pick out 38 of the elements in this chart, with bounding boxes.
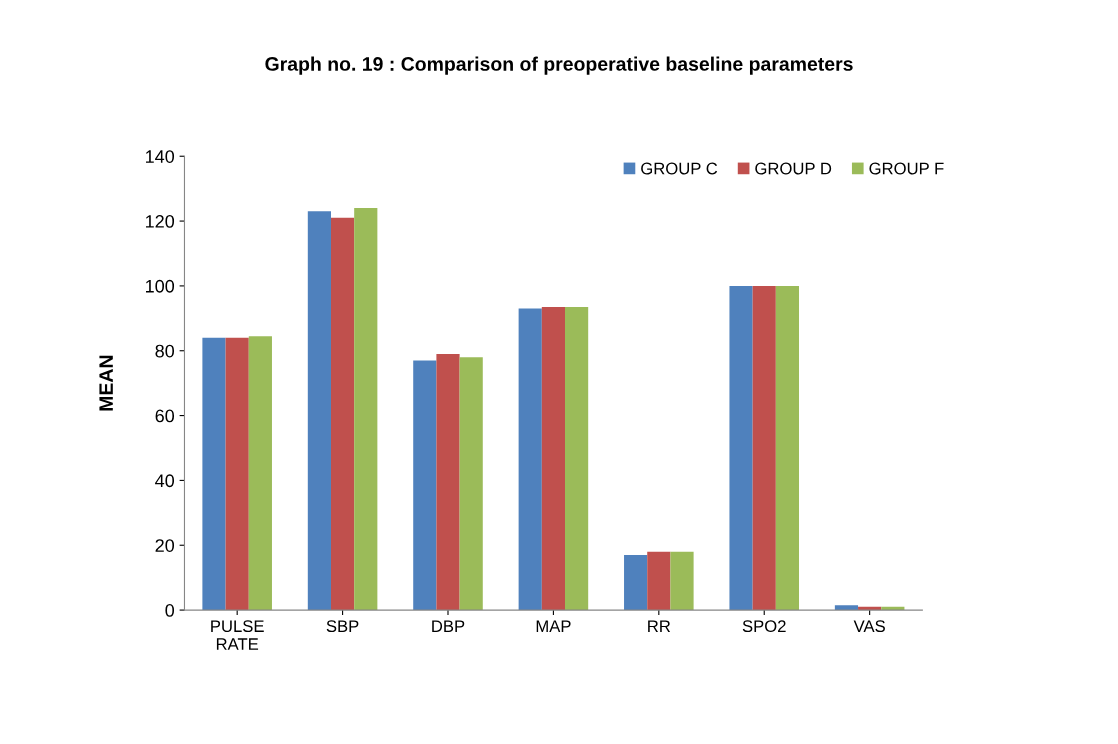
bar (248, 336, 272, 611)
legend-label: GROUP D (755, 162, 832, 175)
x-tick-label: PULSE RATE (211, 620, 264, 650)
bar (307, 211, 331, 611)
y-tick-label: 0 (165, 604, 175, 617)
y-tick-label: 120 (146, 215, 175, 228)
y-tick-label: 80 (155, 344, 175, 358)
y-tick-label: 20 (155, 539, 175, 552)
y-axis-title: MEAN (99, 355, 113, 411)
x-tick-label: MAP (536, 620, 571, 632)
chart-title: Graph no. 19 : Comparison of preoperative baseline parameters (265, 56, 853, 75)
legend-label: GROUP C (641, 162, 718, 175)
bar (752, 285, 776, 611)
bar (330, 217, 355, 611)
y-tick-label: 100 (146, 279, 175, 293)
x-tick-label: DBP (432, 620, 465, 632)
bar (354, 208, 378, 611)
bar (729, 285, 753, 611)
y-tick-label: 40 (155, 474, 175, 488)
bar (775, 285, 800, 611)
x-tick-label: SPO2 (742, 620, 786, 633)
bar (202, 337, 226, 611)
x-tick-label: VAS (853, 620, 885, 633)
y-tick-label: 60 (155, 409, 175, 423)
bar (541, 306, 566, 611)
bar (670, 551, 694, 611)
bar (518, 308, 542, 611)
bar (565, 306, 589, 611)
bar (459, 357, 483, 611)
y-tick-label: 140 (146, 150, 175, 163)
bar (225, 337, 249, 611)
legend-label: GROUP F (869, 162, 944, 175)
bar (647, 551, 671, 611)
bar (624, 554, 648, 611)
x-tick-label: RR (648, 620, 671, 632)
bar (413, 360, 437, 611)
bar (436, 353, 460, 611)
x-tick-label: SBP (326, 620, 359, 633)
